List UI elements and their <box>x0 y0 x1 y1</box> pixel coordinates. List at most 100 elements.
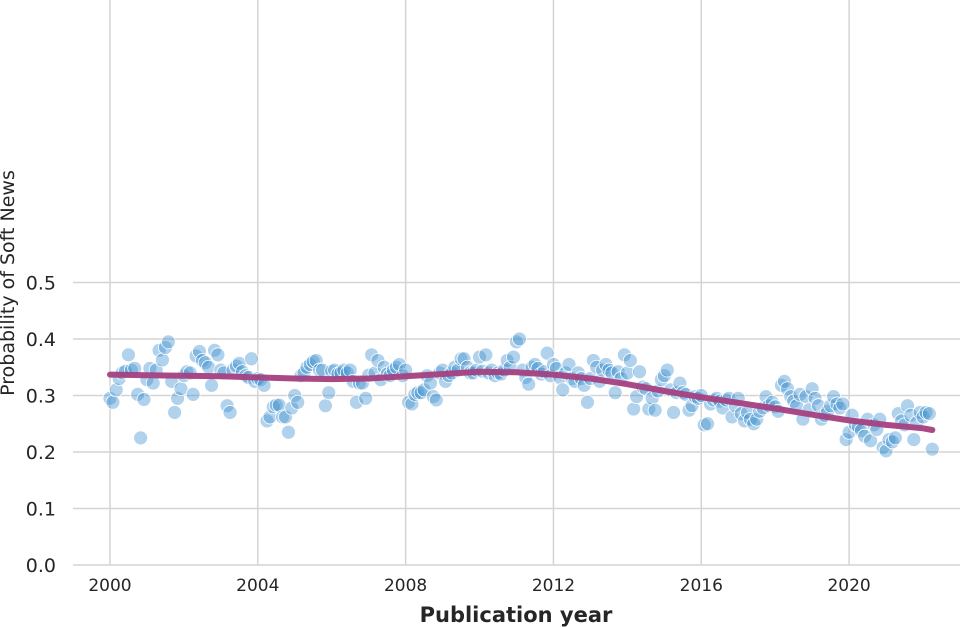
data-point <box>281 424 296 440</box>
data-point <box>278 409 293 425</box>
y-axis-ticks: 0.0 0.1 0.2 0.3 0.4 0.5 <box>26 273 56 578</box>
data-point <box>391 357 407 372</box>
data-point <box>428 392 444 408</box>
data-point <box>204 377 219 393</box>
y-tick-label: 0.0 <box>26 555 56 577</box>
data-point <box>857 428 873 444</box>
data-point <box>777 373 792 389</box>
data-point <box>617 347 632 363</box>
data-point <box>512 331 527 347</box>
data-point <box>121 347 136 363</box>
y-tick-label: 0.4 <box>26 329 56 351</box>
x-tick-label: 2012 <box>532 576 575 596</box>
data-point <box>823 398 839 414</box>
trend-line-group <box>107 368 936 433</box>
data-point <box>829 396 845 412</box>
data-point <box>666 405 681 420</box>
data-point <box>832 400 848 416</box>
data-point <box>601 362 617 378</box>
data-point <box>647 402 663 418</box>
data-point <box>733 406 749 421</box>
data-point <box>863 433 878 449</box>
data-point <box>807 390 823 406</box>
data-point <box>271 397 287 413</box>
x-axis-label: Publication year <box>420 603 613 627</box>
data-point <box>607 385 623 401</box>
data-point <box>838 432 854 447</box>
data-point <box>749 411 765 427</box>
data-point <box>133 430 149 446</box>
data-point <box>478 347 494 363</box>
data-point <box>626 401 642 417</box>
data-point <box>924 441 940 457</box>
y-tick-label: 0.1 <box>26 499 56 521</box>
data-point <box>155 352 170 368</box>
data-point <box>835 396 851 412</box>
data-point <box>887 430 903 446</box>
data-point <box>130 386 146 402</box>
data-point <box>804 381 820 397</box>
x-tick-label: 2000 <box>88 576 131 596</box>
data-point <box>521 376 537 392</box>
data-point <box>619 365 635 381</box>
x-tick-label: 2020 <box>827 576 870 596</box>
data-point <box>364 347 380 363</box>
grid-lines <box>73 0 960 566</box>
data-point <box>456 351 472 367</box>
data-point <box>259 413 275 429</box>
data-point <box>102 390 118 406</box>
data-point <box>321 385 337 401</box>
x-tick-label: 2016 <box>680 576 723 596</box>
data-point <box>222 405 238 420</box>
data-point <box>884 434 900 450</box>
data-point <box>780 381 795 397</box>
data-point <box>413 385 429 401</box>
data-point <box>906 432 922 447</box>
data-point <box>185 386 201 402</box>
data-point <box>506 349 521 365</box>
data-point <box>555 382 571 398</box>
x-tick-label: 2008 <box>384 576 427 596</box>
data-point <box>681 402 697 418</box>
data-point <box>792 386 808 402</box>
data-point <box>653 372 669 388</box>
data-point <box>358 390 374 406</box>
data-point <box>783 389 799 405</box>
data-point <box>737 413 752 429</box>
data-point <box>539 345 555 361</box>
y-tick-label: 0.5 <box>26 273 56 295</box>
data-point <box>105 394 121 410</box>
data-point <box>136 392 152 407</box>
data-point <box>108 382 124 398</box>
data-point <box>509 334 524 350</box>
data-point <box>284 400 300 416</box>
data-point <box>746 416 762 432</box>
data-point <box>349 394 364 410</box>
data-point <box>546 357 561 372</box>
y-tick-label: 0.2 <box>26 442 56 464</box>
trend-line <box>107 368 936 433</box>
data-point <box>903 407 919 423</box>
x-axis-ticks: 2000 2004 2008 2012 2016 2020 <box>88 576 870 596</box>
data-point <box>700 416 715 432</box>
data-point <box>921 406 937 421</box>
data-point <box>632 364 647 380</box>
data-point <box>290 394 306 410</box>
data-point <box>580 394 595 410</box>
data-point <box>167 405 183 420</box>
y-tick-label: 0.3 <box>26 386 56 408</box>
data-point <box>170 390 185 406</box>
data-point <box>228 358 244 374</box>
data-point <box>561 357 577 372</box>
data-point <box>201 359 217 375</box>
data-point <box>900 398 915 414</box>
y-axis-label: Probability of Soft News <box>0 170 19 396</box>
data-point <box>318 398 333 414</box>
x-tick-label: 2004 <box>236 576 279 596</box>
data-point <box>210 347 226 363</box>
data-point <box>878 443 894 459</box>
data-point <box>160 334 176 350</box>
data-point <box>758 389 774 405</box>
data-point <box>244 351 259 367</box>
